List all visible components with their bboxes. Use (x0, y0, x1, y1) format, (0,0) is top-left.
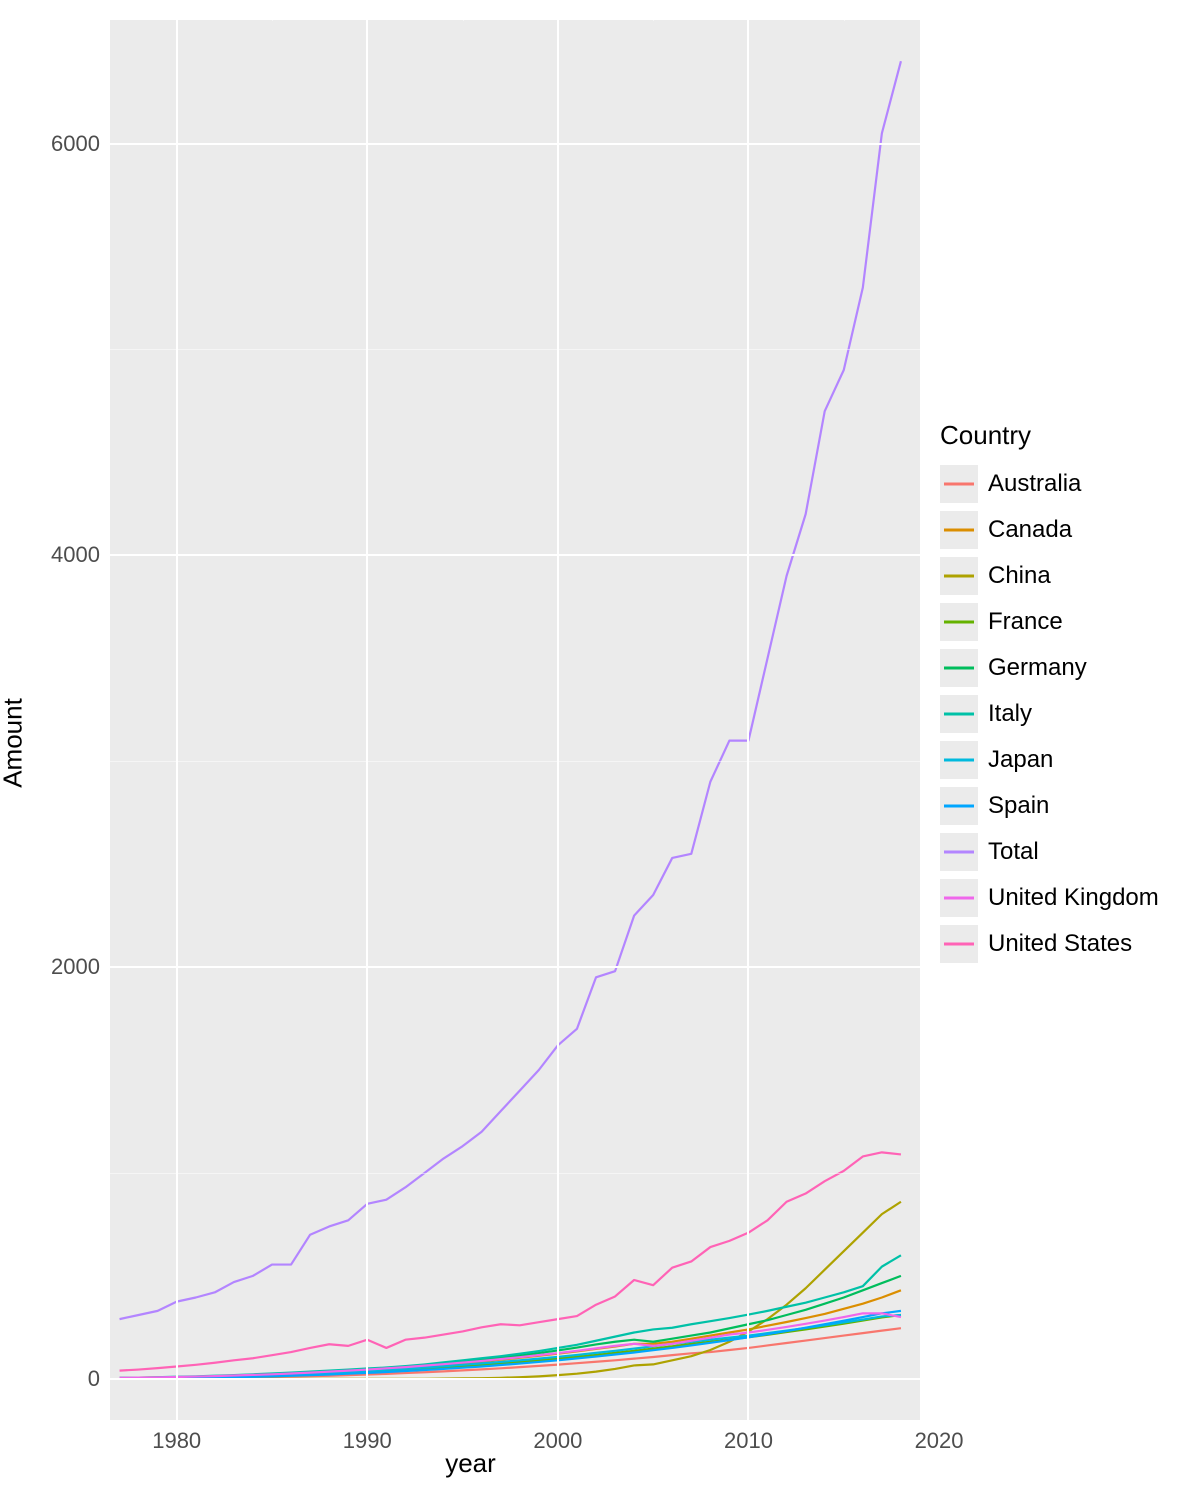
legend-label: Total (988, 838, 1039, 866)
line-series-svg (110, 20, 920, 1420)
legend-item: Total (940, 829, 1159, 875)
legend-key (940, 511, 978, 549)
chart-container: Amount year 0200040006000198019902000201… (0, 0, 1181, 1485)
legend-key-line (944, 713, 974, 716)
legend-item: China (940, 553, 1159, 599)
series-line (120, 1328, 901, 1378)
grid-line-x (557, 20, 559, 1420)
legend-key-line (944, 575, 974, 578)
x-tick-label: 2020 (915, 1420, 964, 1454)
grid-line-x-minor (272, 20, 273, 21)
legend-label: Japan (988, 746, 1053, 774)
legend-item: Spain (940, 783, 1159, 829)
grid-line-x (366, 20, 368, 1420)
x-tick-label: 1990 (343, 1420, 392, 1454)
legend-key (940, 741, 978, 779)
legend-key-line (944, 851, 974, 854)
y-axis-label: Amount (0, 698, 28, 788)
legend-key-line (944, 667, 974, 670)
legend-label: China (988, 562, 1051, 590)
legend-key-line (944, 943, 974, 946)
series-line (120, 1202, 901, 1379)
x-tick-label: 2010 (724, 1420, 773, 1454)
legend-key-line (944, 897, 974, 900)
legend-item: Germany (940, 645, 1159, 691)
y-tick-label: 4000 (51, 542, 110, 568)
grid-line-x-minor (844, 20, 845, 21)
legend-key (940, 879, 978, 917)
grid-line-x-minor (653, 20, 654, 21)
legend-label: France (988, 608, 1063, 636)
legend-key (940, 603, 978, 641)
legend-item: Canada (940, 507, 1159, 553)
plot-panel: 020004000600019801990200020102020 (110, 20, 920, 1420)
legend-key-line (944, 759, 974, 762)
grid-line-x-minor (463, 20, 464, 21)
legend-item: United States (940, 921, 1159, 967)
legend-key (940, 557, 978, 595)
legend: Country Australia Canada China France German… (940, 420, 1159, 967)
legend-key-line (944, 805, 974, 808)
grid-line-y-minor (110, 349, 920, 350)
legend-title: Country (940, 420, 1159, 451)
legend-label: United Kingdom (988, 884, 1159, 912)
legend-label: Australia (988, 470, 1081, 498)
grid-line-y (110, 1378, 920, 1380)
x-tick-label: 1980 (152, 1420, 201, 1454)
series-line (120, 1152, 901, 1370)
grid-line-y-minor (110, 761, 920, 762)
x-tick-label: 2000 (533, 1420, 582, 1454)
legend-key (940, 787, 978, 825)
legend-key (940, 695, 978, 733)
legend-label: Italy (988, 700, 1032, 728)
legend-key (940, 833, 978, 871)
grid-line-y (110, 966, 920, 968)
grid-line-x (176, 20, 178, 1420)
legend-item: Japan (940, 737, 1159, 783)
legend-label: United States (988, 930, 1132, 958)
legend-key-line (944, 483, 974, 486)
grid-line-x (747, 20, 749, 1420)
legend-label: Canada (988, 516, 1072, 544)
legend-item: United Kingdom (940, 875, 1159, 921)
legend-key-line (944, 621, 974, 624)
y-tick-label: 2000 (51, 954, 110, 980)
grid-line-y (110, 554, 920, 556)
legend-label: Spain (988, 792, 1049, 820)
legend-item: France (940, 599, 1159, 645)
legend-item: Italy (940, 691, 1159, 737)
grid-line-y (110, 143, 920, 145)
legend-label: Germany (988, 654, 1087, 682)
legend-key (940, 465, 978, 503)
legend-item: Australia (940, 461, 1159, 507)
legend-key (940, 649, 978, 687)
y-tick-label: 0 (88, 1366, 110, 1392)
legend-key-line (944, 529, 974, 532)
grid-line-y-minor (110, 1173, 920, 1174)
y-tick-label: 6000 (51, 131, 110, 157)
legend-key (940, 925, 978, 963)
series-line (120, 61, 901, 1319)
